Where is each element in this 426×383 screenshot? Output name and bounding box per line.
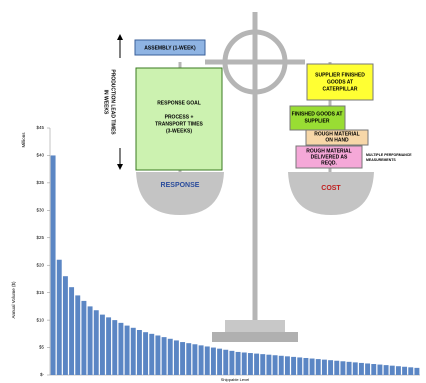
- measurements-text: MULTIPLE PERFORMANCE: [366, 153, 412, 157]
- arrowhead: [117, 164, 123, 170]
- box-text: (3-WEEKS): [166, 128, 192, 134]
- box-text: CATERPILLAR: [323, 86, 358, 92]
- lead-time-label: IN WEEKS: [103, 90, 109, 115]
- box-text: FINISHED GOODS AT: [292, 111, 343, 117]
- box-text: REQD.: [321, 160, 337, 166]
- box-text: SUPPLIER FINISHED: [315, 72, 365, 78]
- box-text: TRANSPORT TIMES: [155, 121, 203, 127]
- diagram: RESPONSE COST ASSEMBLY (1-WEEK) RESPONSE…: [0, 0, 426, 383]
- measurements-text: MEASUREMENTS: [366, 158, 396, 162]
- box-text: SUPPLIER: [304, 118, 329, 124]
- assembly-text: ASSEMBLY (1-WEEK): [144, 45, 196, 51]
- base: [212, 332, 298, 342]
- left-pan: [136, 172, 224, 215]
- box-text: RESPONSE GOAL: [157, 100, 201, 106]
- box-text: ON HAND: [325, 137, 349, 143]
- right-pan: [288, 172, 374, 215]
- box-text: GOODS AT: [327, 79, 353, 85]
- response-label: RESPONSE: [161, 182, 200, 189]
- arrowhead: [117, 34, 123, 40]
- page: Annual Volume ($) Millions Shippable Lev…: [0, 0, 426, 383]
- base: [225, 320, 285, 332]
- cost-label: COST: [321, 185, 341, 192]
- box-text: PROCESS +: [165, 114, 194, 120]
- lead-time-label: PRODUCTION LEAD TIMES: [110, 69, 116, 135]
